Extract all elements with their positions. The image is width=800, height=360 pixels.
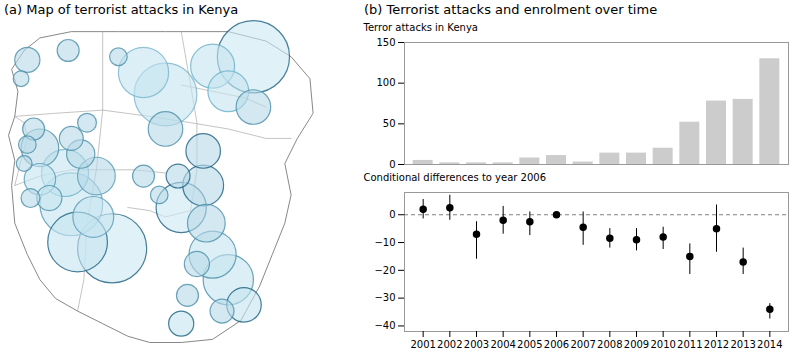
svg-text:100: 100 [376, 77, 395, 88]
svg-text:2002: 2002 [437, 339, 462, 350]
svg-text:2010: 2010 [650, 339, 675, 350]
html-text:(b) Terrorist attacks and enro: (b) Terrorist attacks and enrolment over… [364, 2, 658, 17]
svg-text:2008: 2008 [597, 339, 622, 350]
svg-text:2009: 2009 [624, 339, 649, 350]
svg-text:2001: 2001 [410, 339, 435, 350]
svg-text:2006: 2006 [544, 339, 569, 350]
svg-text:50: 50 [383, 118, 396, 129]
svg-text:2004: 2004 [490, 339, 515, 350]
svg-text:0: 0 [389, 159, 395, 170]
svg-text:2005: 2005 [517, 339, 542, 350]
svg-text:2013: 2013 [730, 339, 755, 350]
svg-text:2014: 2014 [757, 339, 782, 350]
svg-text:2007: 2007 [570, 339, 595, 350]
svg-text:−20: −20 [374, 265, 395, 276]
svg-text:150: 150 [376, 37, 395, 48]
svg-text:2003: 2003 [464, 339, 489, 350]
html-text:(a) Map of terrorist attacks i: (a) Map of terrorist attacks in Kenya [4, 2, 239, 17]
svg-text:Terror attacks in Kenya: Terror attacks in Kenya [363, 22, 478, 33]
svg-text:−40: −40 [374, 320, 395, 331]
svg-text:2011: 2011 [677, 339, 702, 350]
svg-text:−10: −10 [374, 237, 395, 248]
svg-text:Conditional differences to yea: Conditional differences to year 2006 [364, 172, 547, 183]
svg-text:0: 0 [389, 209, 395, 220]
svg-text:2012: 2012 [704, 339, 729, 350]
svg-text:−30: −30 [374, 292, 395, 303]
